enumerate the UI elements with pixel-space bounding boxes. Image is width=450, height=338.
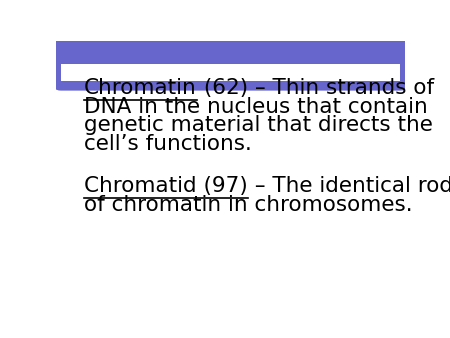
FancyBboxPatch shape — [52, 30, 410, 91]
Text: Chromatin: Chromatin — [84, 78, 197, 98]
Text: genetic material that directs the: genetic material that directs the — [84, 115, 433, 136]
Bar — [61, 65, 400, 81]
Text: – The identical rods: – The identical rods — [248, 176, 450, 196]
Text: Chromatid (97): Chromatid (97) — [84, 176, 248, 196]
Text: of chromatin in chromosomes.: of chromatin in chromosomes. — [84, 195, 413, 215]
Text: (62) – Thin strands of: (62) – Thin strands of — [197, 78, 434, 98]
Bar — [61, 65, 400, 66]
FancyBboxPatch shape — [52, 36, 410, 306]
Text: cell’s functions.: cell’s functions. — [84, 134, 252, 154]
Text: DNA in the nucleus that contain: DNA in the nucleus that contain — [84, 97, 428, 117]
